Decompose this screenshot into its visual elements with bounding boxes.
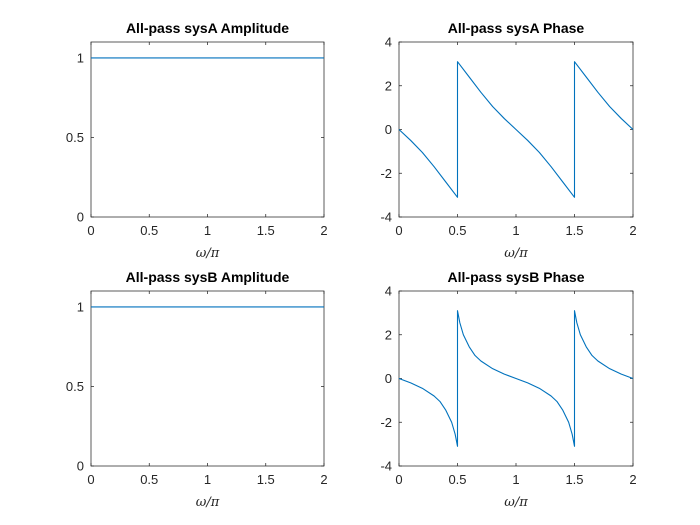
- x-axis-label: ω/π: [504, 495, 528, 510]
- y-tick-label: 4: [385, 284, 392, 299]
- y-tick-label: -2: [380, 415, 392, 430]
- x-tick-label: 1: [512, 223, 519, 238]
- x-tick-label: 0: [395, 472, 402, 487]
- y-tick-label: 1: [77, 299, 84, 314]
- x-axis-label: ω/π: [196, 495, 220, 510]
- x-axis-label: ω/π: [504, 246, 528, 261]
- y-tick-label: 0: [77, 210, 84, 225]
- plot-title: All-pass sysA Phase: [448, 20, 585, 36]
- y-tick-label: 2: [385, 78, 392, 93]
- y-tick-label: -2: [380, 166, 392, 181]
- x-tick-label: 0.5: [140, 472, 158, 487]
- x-tick-label: 0: [87, 223, 94, 238]
- x-tick-label: 0.5: [140, 223, 158, 238]
- x-tick-label: 2: [320, 223, 327, 238]
- y-tick-label: 0.5: [66, 379, 84, 394]
- axes-box: [90, 290, 325, 467]
- x-tick-label: 2: [629, 472, 636, 487]
- y-tick-label: 1: [77, 50, 84, 65]
- x-tick-label: 2: [320, 472, 327, 487]
- y-tick-label: -4: [380, 210, 392, 225]
- x-tick-label: 1: [204, 223, 211, 238]
- plot-title: All-pass sysB Amplitude: [126, 269, 290, 285]
- plot-title: All-pass sysB Phase: [448, 269, 585, 285]
- subplot-sysA-phase: All-pass sysA Phase 0 0.5 1 1.5 2 -4 -2 0 2 4 ω/π: [380, 20, 636, 261]
- series-line: [398, 61, 634, 198]
- x-tick-label: 2: [629, 223, 636, 238]
- subplot-sysB-amplitude: All-pass sysB Amplitude 0 0.5 1 1.5 2 0 0.5 1 ω…: [66, 269, 328, 510]
- x-tick-label: 1: [512, 472, 519, 487]
- x-tick-label: 1: [204, 472, 211, 487]
- y-tick-label: 0.5: [66, 130, 84, 145]
- plot-title: All-pass sysA Amplitude: [126, 20, 289, 36]
- subplot-sysA-amplitude: All-pass sysA Amplitude 0 0.5 1 1.5 2 0 0.5 1 ω…: [66, 20, 328, 261]
- x-axis-label: ω/π: [196, 246, 220, 261]
- y-tick-label: 2: [385, 327, 392, 342]
- y-tick-label: 4: [385, 35, 392, 50]
- series-line: [398, 310, 634, 447]
- subplot-sysB-phase: All-pass sysB Phase 0 0.5 1 1.5 2 -4 -2 0 2 4 ω/π: [380, 269, 636, 510]
- x-tick-label: 1.5: [565, 223, 583, 238]
- axes-box: [90, 41, 325, 218]
- x-tick-label: 0: [395, 223, 402, 238]
- x-tick-label: 0.5: [448, 223, 466, 238]
- x-tick-label: 1.5: [257, 472, 275, 487]
- x-tick-label: 0.5: [448, 472, 466, 487]
- x-tick-label: 1.5: [565, 472, 583, 487]
- x-tick-label: 0: [87, 472, 94, 487]
- y-tick-label: -4: [380, 459, 392, 474]
- y-tick-label: 0: [385, 122, 392, 137]
- x-tick-label: 1.5: [257, 223, 275, 238]
- y-tick-label: 0: [77, 459, 84, 474]
- y-tick-label: 0: [385, 371, 392, 386]
